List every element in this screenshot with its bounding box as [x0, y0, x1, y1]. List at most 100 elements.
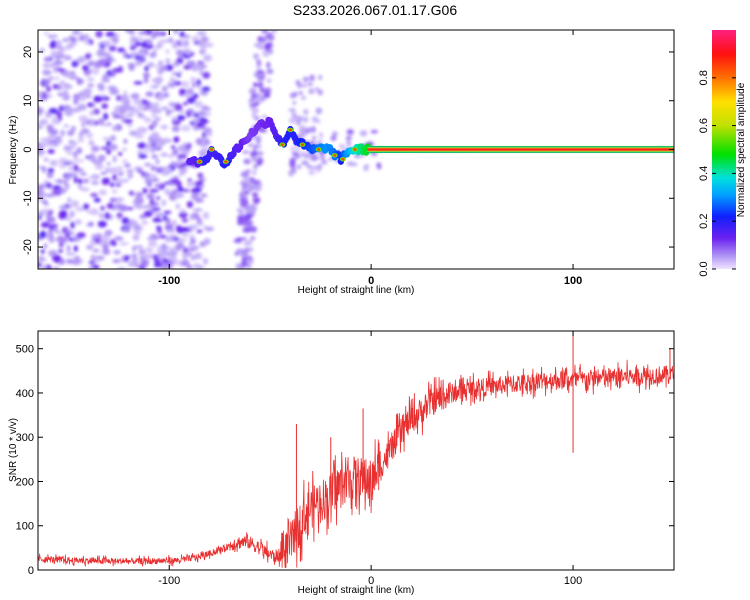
spectral-blob	[61, 226, 69, 232]
spectral-blob	[128, 63, 135, 72]
spectral-blob	[93, 197, 101, 203]
spectral-blob	[297, 116, 303, 123]
spectral-blob	[250, 236, 256, 241]
spectral-blob	[69, 210, 75, 218]
spectral-blob	[248, 210, 256, 215]
spectral-blob	[264, 43, 271, 50]
spectral-blob	[63, 182, 70, 187]
spectral-blob	[177, 70, 183, 74]
spectral-blob	[315, 107, 323, 115]
spectral-blob	[49, 159, 58, 167]
spectral-blob	[143, 210, 153, 218]
spectral-blob	[60, 210, 68, 217]
spectral-blob	[193, 117, 199, 125]
spectral-blob	[178, 168, 188, 172]
spectral-blob	[289, 92, 297, 99]
spectral-blob	[112, 241, 117, 246]
spectral-blob	[126, 168, 134, 173]
spectral-blob	[66, 159, 72, 163]
spectral-blob	[300, 83, 308, 88]
spectral-blob	[183, 34, 191, 39]
spectral-blob	[162, 39, 169, 43]
spectral-blob	[149, 85, 160, 89]
spectral-blob	[65, 252, 76, 256]
spectral-blob	[196, 61, 205, 65]
signal-spot-core	[288, 128, 292, 132]
spectral-blob	[300, 95, 306, 100]
spectral-blob	[96, 50, 105, 57]
spectral-blob	[98, 58, 108, 65]
spectral-blob	[134, 197, 145, 205]
spectral-blob	[70, 141, 78, 146]
spectral-blob	[42, 79, 51, 85]
spectral-blob	[178, 211, 188, 219]
colorbar: 0.0 0.2 0.4 0.6 0.8 Normalized spectral ampl…	[698, 30, 747, 277]
spectral-blob	[143, 148, 150, 154]
spectral-blob	[63, 104, 70, 110]
spectral-blob	[256, 94, 264, 100]
spectral-blob	[64, 110, 74, 117]
spectral-blob	[177, 238, 187, 243]
spectral-blob	[161, 243, 167, 250]
spectral-blob	[43, 202, 50, 207]
spectral-blob	[149, 200, 155, 206]
spectral-blob	[172, 148, 179, 156]
spectral-blob	[197, 63, 204, 70]
spectral-blob	[359, 130, 368, 137]
spectral-blob	[131, 253, 138, 260]
spectral-blob	[172, 40, 179, 49]
spectral-blob	[73, 98, 79, 105]
spectral-blob	[65, 258, 75, 265]
spectral-blob	[64, 231, 71, 239]
spectral-blob	[242, 177, 250, 184]
spectral-blob	[88, 260, 96, 265]
spectral-blob	[246, 264, 252, 269]
signal-spot-core	[353, 148, 357, 151]
spectral-blob	[152, 49, 157, 54]
spectral-blob	[133, 55, 144, 60]
spectral-blob	[197, 110, 207, 117]
spectral-blob	[51, 188, 62, 195]
spectral-blob	[251, 111, 257, 119]
spectral-blob	[251, 155, 257, 163]
spectral-blob	[52, 227, 58, 232]
spectral-blob	[160, 124, 169, 130]
spectral-blob	[80, 128, 90, 134]
spectral-blob	[153, 217, 161, 222]
spectral-blob	[111, 37, 120, 43]
spectral-blob	[191, 255, 196, 261]
y-tick-label: 500	[16, 344, 34, 356]
spectral-blob	[202, 211, 210, 220]
spectral-blob	[303, 116, 309, 123]
spectral-blob	[39, 118, 49, 126]
spectral-blob	[102, 177, 111, 181]
spectral-blob	[88, 140, 95, 146]
spectral-blob	[48, 133, 58, 140]
spectral-blob	[182, 247, 189, 254]
spectral-blob	[70, 221, 75, 229]
spectral-blob	[202, 257, 209, 265]
spectral-blob	[153, 167, 163, 171]
spectral-blob	[86, 77, 95, 82]
x-tick-label: -100	[158, 275, 180, 287]
spectral-blob	[82, 203, 90, 210]
spectral-blob	[108, 167, 119, 174]
spectral-blob	[112, 115, 123, 119]
spectral-blob	[66, 151, 76, 155]
spectral-blob	[154, 141, 162, 149]
spectral-blob	[310, 156, 318, 162]
spectral-blob	[176, 73, 181, 78]
spectral-blob	[242, 227, 251, 233]
spectral-blob	[132, 234, 140, 241]
spectral-blob	[155, 225, 162, 230]
spectral-blob	[133, 167, 144, 171]
spectral-blob	[71, 61, 79, 68]
spectral-blob	[39, 230, 47, 239]
spectral-blob	[165, 58, 171, 64]
spectral-blob	[253, 163, 258, 170]
spectral-blob	[163, 210, 172, 215]
spectral-blob	[176, 259, 182, 266]
spectral-blob	[144, 205, 149, 209]
spectral-blob	[135, 37, 144, 41]
